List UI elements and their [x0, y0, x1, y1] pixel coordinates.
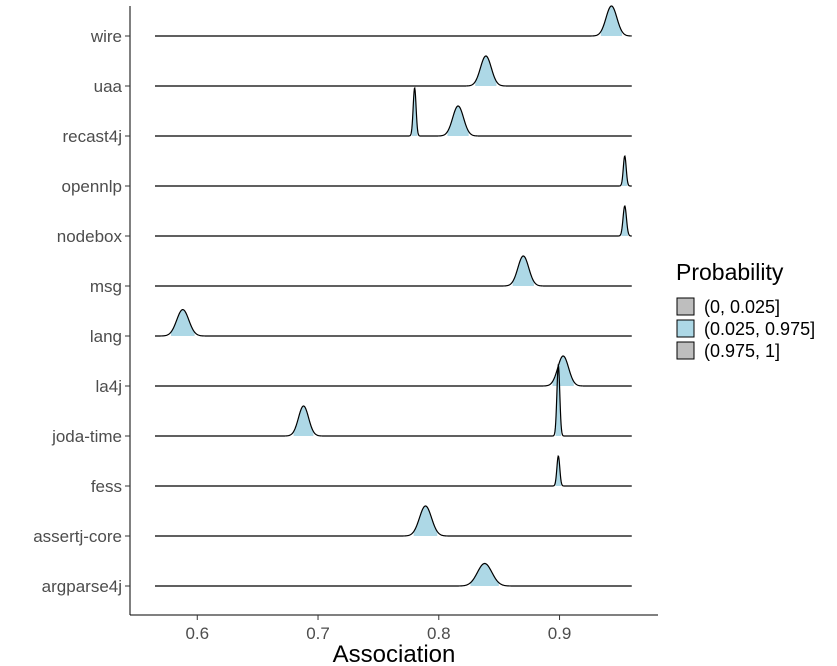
- ridge-opennlp: [155, 155, 632, 187]
- ridge-line-la4j: [155, 355, 632, 387]
- y-tick-label-opennlp: opennlp: [61, 177, 122, 196]
- ridge-joda-time: [155, 363, 632, 437]
- ridge-fill-wire-0: [600, 6, 623, 36]
- ridge-fill-nodebox-0: [621, 206, 629, 236]
- y-tick-label-msg: msg: [90, 277, 122, 296]
- legend-key-0: [676, 297, 695, 316]
- ridge-assertj-core: [155, 505, 632, 537]
- x-tick-label-0.8: 0.8: [427, 624, 451, 643]
- x-tick-label-0.9: 0.9: [548, 624, 572, 643]
- y-tick-label-uaa: uaa: [94, 77, 123, 96]
- ridge-line-opennlp: [155, 155, 632, 187]
- y-tick-label-nodebox: nodebox: [57, 227, 123, 246]
- ridge-line-fess: [155, 455, 632, 487]
- legend-label-1: (0.025, 0.975]: [704, 319, 815, 339]
- axes: Association wire uaa recast4j opennlp nodebo…: [33, 6, 658, 666]
- x-tick-label-0.7: 0.7: [306, 624, 330, 643]
- plot-area: [155, 5, 632, 587]
- ridge-nodebox: [155, 205, 632, 237]
- ridge-fill-uaa-0: [475, 56, 497, 86]
- legend-key-2: [676, 341, 695, 360]
- ridge-msg: [155, 255, 632, 287]
- y-tick-label-argparse4j: argparse4j: [42, 577, 122, 596]
- x-tick-label-0.6: 0.6: [185, 624, 209, 643]
- ridge-uaa: [155, 55, 632, 87]
- ridge-argparse4j: [155, 562, 632, 587]
- legend-title: Probability: [676, 259, 784, 285]
- ridge-fill-msg-0: [512, 256, 534, 286]
- ridge-line-recast4j: [155, 86, 632, 137]
- legend: Probability (0, 0.025](0.025, 0.975](0.9…: [676, 259, 815, 361]
- ridge-line-argparse4j: [155, 562, 632, 587]
- ridge-fill-opennlp-0: [621, 156, 628, 186]
- ridge-line-joda-time: [155, 363, 632, 437]
- ridge-fess: [155, 455, 632, 487]
- y-tick-label-wire: wire: [90, 27, 122, 46]
- y-tick-label-la4j: la4j: [96, 377, 122, 396]
- y-tick-label-lang: lang: [90, 327, 122, 346]
- ridge-fill-joda-time-0: [293, 406, 314, 436]
- ridge-line-msg: [155, 255, 632, 287]
- ridge-fill-assertj-core-0: [413, 506, 438, 536]
- legend-key-1: [676, 319, 695, 338]
- legend-label-0: (0, 0.025]: [704, 297, 780, 317]
- ridge-fill-argparse4j-0: [470, 563, 499, 586]
- ridge-line-assertj-core: [155, 505, 632, 537]
- y-tick-label-joda-time: joda-time: [51, 427, 122, 446]
- ridge-fill-la4j-0: [552, 356, 574, 386]
- y-tick-label-assertj-core: assertj-core: [33, 527, 122, 546]
- ridge-fill-recast4j-0: [411, 88, 418, 136]
- y-tick-label-recast4j: recast4j: [62, 127, 122, 146]
- ridge-fill-joda-time-1: [555, 365, 562, 436]
- ridge-recast4j: [155, 86, 632, 137]
- ridge-line-wire: [155, 5, 632, 37]
- x-axis-title: Association: [333, 641, 456, 666]
- ridge-fill-recast4j-1: [447, 106, 469, 136]
- ridge-la4j: [155, 355, 632, 387]
- ridge-fill-lang-0: [170, 309, 195, 336]
- ridge-line-nodebox: [155, 205, 632, 237]
- ridge-fill-fess-0: [555, 456, 562, 486]
- y-tick-label-fess: fess: [91, 477, 122, 496]
- ridge-line-uaa: [155, 55, 632, 87]
- ridge-wire: [155, 5, 632, 37]
- ridge-line-lang: [155, 309, 632, 337]
- legend-label-2: (0.975, 1]: [704, 341, 780, 361]
- ridge-lang: [155, 309, 632, 337]
